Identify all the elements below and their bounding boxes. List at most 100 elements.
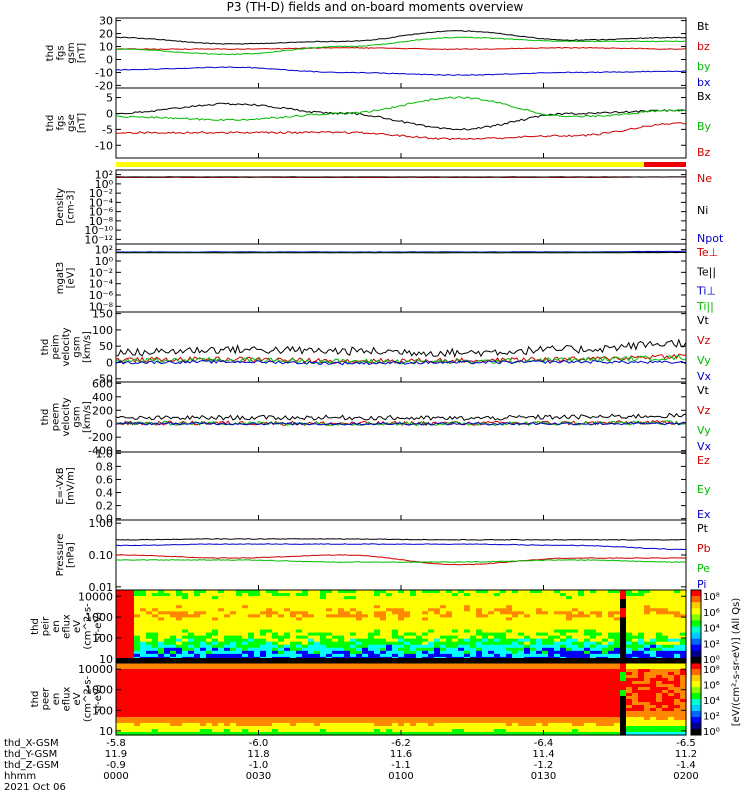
ion-spectrogram-cell [296,602,303,606]
ion-spectrogram-cell [374,593,381,597]
ion-spectrogram-cell [680,635,687,640]
electron-spectrogram-cell [644,696,651,700]
legend-fgs-gsm: bx [697,76,711,89]
electron-spectrogram-cell [140,663,147,667]
electron-spectrogram-cell [608,699,615,703]
ion-spectrogram-cell [146,599,153,603]
ion-spectrogram-cell [632,623,639,628]
electron-spectrogram-cell [254,663,261,667]
ion-spectrogram-cell [410,629,417,634]
ion-spectrogram-cell [548,611,555,615]
electron-spectrogram-cell [596,708,603,712]
electron-spectrogram-cell [146,663,153,667]
electron-spectrogram-cell [470,675,477,679]
colorbar-tick-label: 10⁴ [703,624,720,635]
electron-spectrogram-cell [680,663,687,667]
ion-spectrogram-cell [626,608,633,612]
ion-spectrogram-cell [428,590,435,594]
ion-spectrogram-cell [290,626,297,631]
ion-spectrogram-cell [350,602,357,606]
electron-spectrogram-cell [584,729,591,733]
electron-spectrogram-cell [494,711,501,715]
electron-spectrogram-cell [584,705,591,709]
electron-spectrogram-cell [320,693,327,697]
ion-spectrogram-cell [362,611,369,615]
electron-spectrogram-cell [404,696,411,700]
ion-spectrogram-cell [590,647,597,652]
ion-spectrogram-cell [116,638,123,643]
electron-spectrogram-cell [332,720,339,724]
electron-spectrogram-cell [590,669,597,673]
electron-spectrogram-cell [434,678,441,682]
electron-spectrogram-cell [170,669,177,673]
ion-spectrogram-cell [128,605,135,609]
ion-spectrogram-cell [416,623,423,628]
ion-spectrogram-cell [428,641,435,646]
ion-spectrogram-cell [380,605,387,609]
electron-spectrogram-cell [662,711,669,715]
ion-spectrogram-cell [290,593,297,597]
ion-spectrogram-cell [296,647,303,652]
ion-spectrogram-cell [254,593,261,597]
ion-spectrogram-cell [206,641,213,646]
ion-spectrogram-cell [404,626,411,631]
electron-spectrogram-cell [662,705,669,709]
electron-spectrogram-cell [584,672,591,676]
ion-spectrogram-cell [620,623,627,628]
electron-spectrogram-cell [188,678,195,682]
ion-spectrogram-cell [668,602,675,606]
ion-spectrogram-cell [338,590,345,594]
electron-spectrogram-cell [344,672,351,676]
electron-spectrogram-cell [620,705,627,709]
electron-spectrogram-cell [344,681,351,685]
electron-spectrogram-cell [218,681,225,685]
electron-spectrogram-cell [680,732,687,736]
ion-spectrogram-cell [650,629,657,634]
electron-spectrogram-cell [242,675,249,679]
ion-spectrogram-cell [554,650,561,655]
ion-spectrogram-cell [284,602,291,606]
ion-spectrogram-cell [572,608,579,612]
ion-spectrogram-cell [404,650,411,655]
electron-spectrogram-cell [284,723,291,727]
ion-spectrogram-cell [560,602,567,606]
ion-spectrogram-cell [620,653,627,658]
electron-spectrogram-cell [548,723,555,727]
electron-spectrogram-cell [272,732,279,736]
ion-spectrogram-cell [662,641,669,646]
electron-spectrogram-cell [524,714,531,718]
y-tick-label-peem-vel: 600 [92,377,113,390]
ion-spectrogram-cell [188,629,195,634]
electron-spectrogram-cell [140,717,147,721]
ion-spectrogram-cell [362,644,369,649]
electron-spectrogram-cell [506,729,513,733]
ion-spectrogram-cell [224,647,231,652]
ion-spectrogram-cell [230,605,237,609]
ion-spectrogram-cell [140,626,147,631]
electron-spectrogram-cell [542,663,549,667]
electron-spectrogram-cell [506,711,513,715]
ion-spectrogram-cell [164,626,171,631]
electron-spectrogram-cell [188,672,195,676]
electron-spectrogram-cell [560,666,567,670]
electron-spectrogram-cell [470,684,477,688]
electron-spectrogram-cell [224,708,231,712]
ion-spectrogram-cell [476,605,483,609]
electron-spectrogram-cell [344,669,351,673]
ion-spectrogram-cell [464,605,471,609]
ion-spectrogram-cell [650,602,657,606]
ion-spectrogram-cell [182,629,189,634]
ion-spectrogram-cell [596,614,603,618]
electron-spectrogram-cell [488,663,495,667]
electron-spectrogram-cell [614,729,621,733]
electron-spectrogram-cell [194,732,201,736]
electron-spectrogram-cell [320,705,327,709]
ion-spectrogram-cell [176,623,183,628]
ion-spectrogram-cell [236,629,243,634]
electron-spectrogram-cell [218,723,225,727]
ion-spectrogram-cell [254,647,261,652]
electron-spectrogram-cell [254,732,261,736]
ion-spectrogram-cell [506,599,513,603]
ion-spectrogram-cell [260,596,267,600]
ion-spectrogram-cell [548,647,555,652]
